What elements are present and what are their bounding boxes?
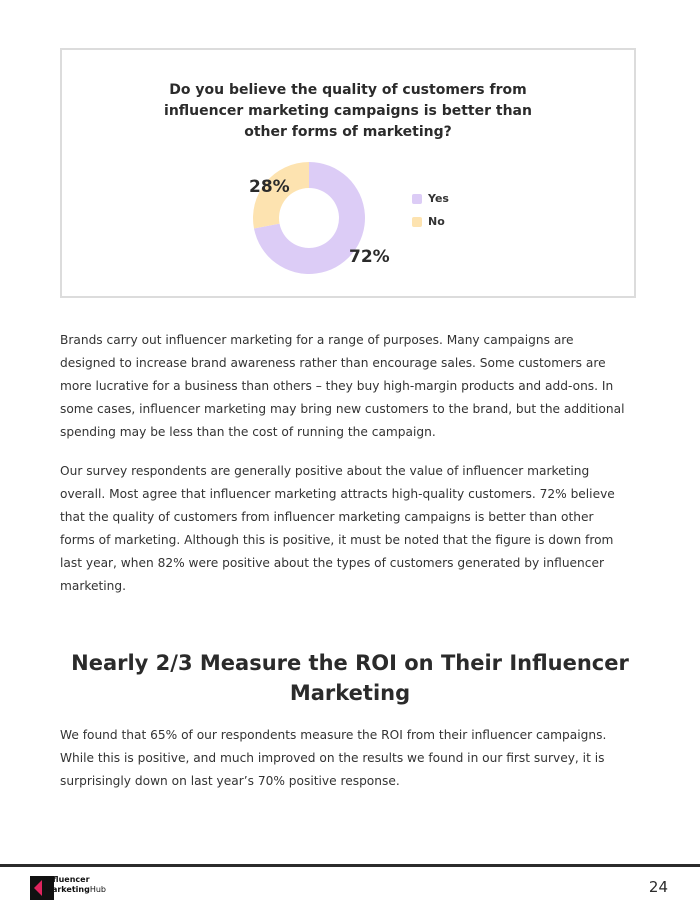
- paragraph-line: While this is positive, and much improve…: [60, 751, 605, 765]
- donut-slice-no: [253, 162, 309, 229]
- chart-title-line: other forms of marketing?: [244, 124, 452, 140]
- paragraph-line: We found that 65% of our respondents mea…: [60, 728, 607, 742]
- logo-line1: Influencer: [44, 875, 90, 884]
- paragraph-line: designed to increase brand awareness rat…: [60, 356, 606, 370]
- paragraph-survey-positive: Our survey respondents are generally pos…: [60, 460, 645, 598]
- paragraph-roi: We found that 65% of our respondents mea…: [60, 724, 645, 793]
- paragraph-line: spending may be less than the cost of ru…: [60, 425, 436, 439]
- legend-label-no: No: [428, 215, 445, 228]
- chart-title-line: Do you believe the quality of customers …: [169, 82, 527, 98]
- paragraph-line: marketing.: [60, 579, 126, 593]
- legend-swatch-no: [412, 216, 422, 227]
- paragraph-line: that the quality of customers from influ…: [60, 510, 594, 524]
- paragraph-purposes: Brands carry out influencer marketing fo…: [60, 329, 645, 444]
- logo-wordmark: Influencer MarketingHub: [44, 875, 106, 895]
- heading-line: Nearly 2/3 Measure the ROI on Their Infl…: [71, 651, 629, 675]
- section-heading: Nearly 2/3 Measure the ROI on Their Infl…: [40, 648, 660, 708]
- paragraph-line: Our survey respondents are generally pos…: [60, 464, 590, 478]
- data-label-no: 28%: [249, 177, 290, 197]
- legend-label-yes: Yes: [428, 192, 449, 205]
- legend-swatch-yes: [412, 193, 422, 204]
- influencer-marketing-hub-logo: Influencer MarketingHub: [30, 875, 125, 901]
- legend-item-yes: Yes: [412, 187, 449, 210]
- paragraph-line: forms of marketing. Although this is pos…: [60, 533, 614, 547]
- chart-legend: Yes No: [412, 187, 449, 233]
- heading-line: Marketing: [289, 681, 411, 705]
- footer-divider: [0, 864, 700, 867]
- donut-slice-yes: [253, 162, 365, 274]
- paragraph-line: Brands carry out influencer marketing fo…: [60, 333, 574, 347]
- chart-title: Do you believe the quality of customers …: [62, 80, 634, 143]
- paragraph-line: overall. Most agree that influencer mark…: [60, 487, 615, 501]
- legend-item-no: No: [412, 210, 449, 233]
- logo-word-hub: Hub: [89, 885, 106, 894]
- paragraph-line: more lucrative for a business than other…: [60, 379, 614, 393]
- paragraph-line: some cases, influencer marketing may bri…: [60, 402, 625, 416]
- chart-container: Do you believe the quality of customers …: [60, 48, 636, 298]
- paragraph-line: last year, when 82% were positive about …: [60, 556, 604, 570]
- data-label-yes: 72%: [349, 247, 390, 267]
- logo-word-marketing: Marketing: [44, 885, 90, 894]
- logo-mark-icon: [30, 876, 54, 900]
- logo-line2: MarketingHub: [44, 885, 106, 895]
- paragraph-line: surprisingly down on last year’s 70% pos…: [60, 774, 400, 788]
- page-number: 24: [648, 878, 668, 896]
- chart-title-line: influencer marketing campaigns is better…: [164, 103, 532, 119]
- donut-chart: 72% 28%: [249, 162, 390, 274]
